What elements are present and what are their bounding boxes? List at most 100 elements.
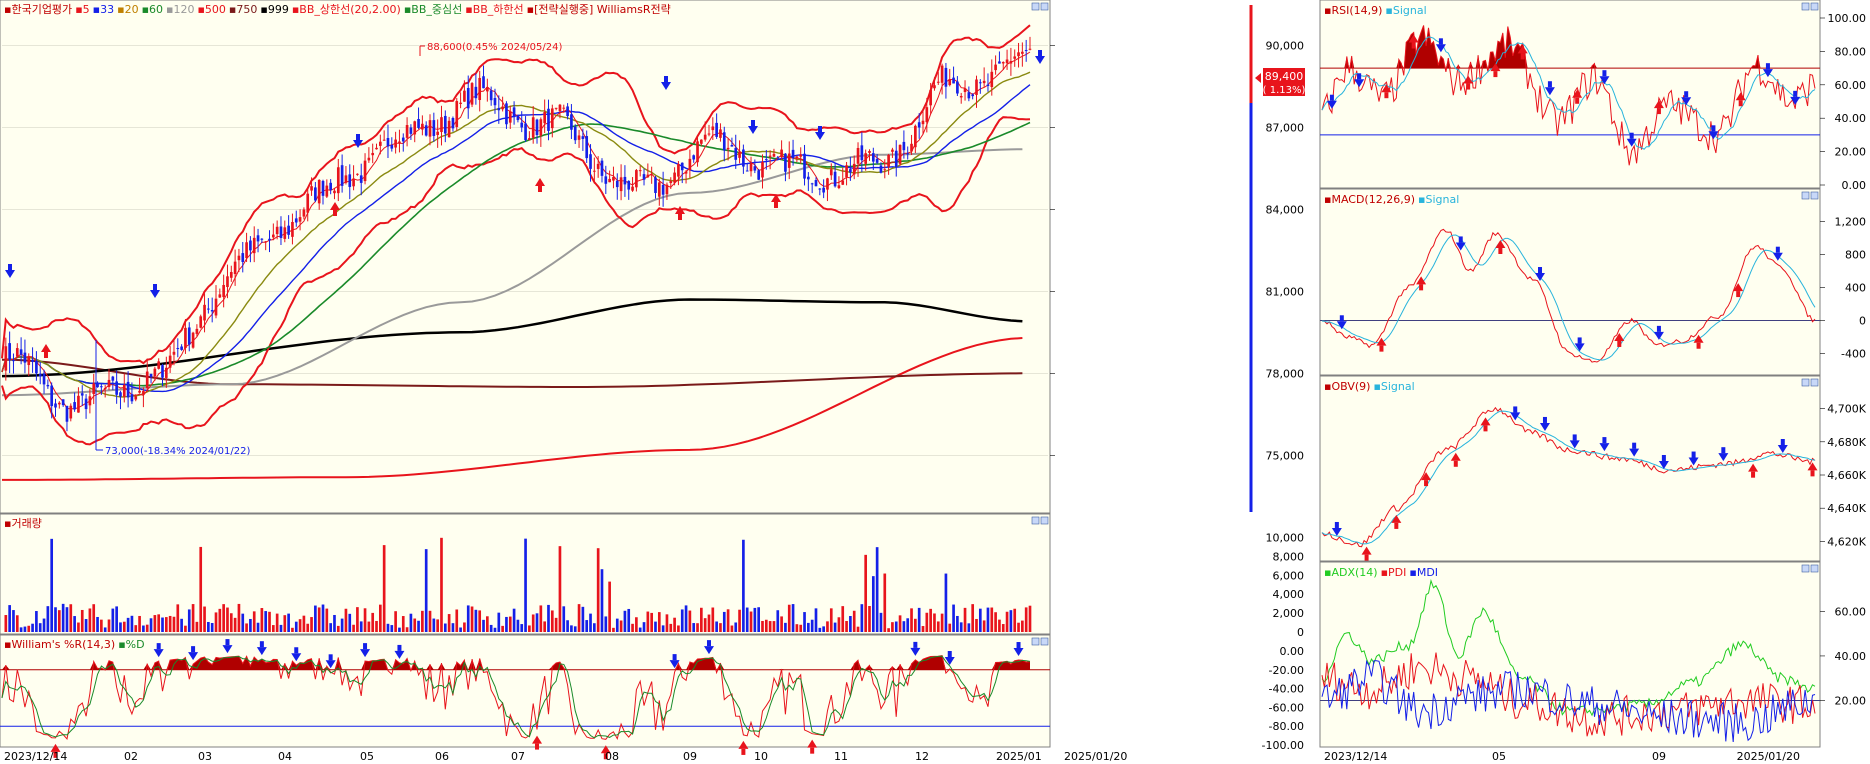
x-tick-label: 09	[683, 750, 697, 763]
volume-bar	[738, 609, 741, 632]
arrow-head	[1653, 331, 1664, 340]
arrow-stem	[1751, 471, 1756, 478]
sell-arrow-icon	[353, 134, 363, 148]
panel-close-icon[interactable]	[1031, 2, 1819, 646]
arrow-stem	[947, 651, 952, 658]
candle-body	[539, 119, 543, 136]
candle-body	[604, 176, 608, 184]
volume-bar	[451, 623, 455, 632]
candle-body	[275, 226, 279, 235]
volume-bar	[256, 622, 260, 632]
candle-body	[379, 141, 382, 146]
arrow-head	[1539, 422, 1550, 431]
volume-bar	[887, 628, 890, 632]
buy-arrow-icon	[807, 739, 818, 754]
sell-arrow-icon	[1708, 125, 1719, 140]
adx-panel[interactable]	[1319, 561, 1821, 748]
candle-body	[184, 327, 187, 349]
arrow-stem	[1602, 437, 1607, 444]
volume-bar	[489, 624, 493, 632]
candle-body	[199, 316, 203, 328]
volume-bar	[493, 627, 497, 632]
volume-bar	[96, 616, 99, 632]
candle-body	[654, 177, 657, 193]
obv-panel[interactable]	[1319, 375, 1821, 562]
arrow-head	[910, 647, 921, 656]
arrow-head	[532, 735, 543, 744]
volume-bar	[161, 617, 164, 632]
arrow-stem	[774, 202, 778, 208]
arrow-stem	[53, 751, 58, 758]
x-tick-label: 2025/01/20	[1064, 750, 1127, 763]
arrow-head	[1331, 527, 1342, 536]
macd-panel[interactable]	[1319, 188, 1821, 376]
price-panel[interactable]	[0, 0, 1051, 514]
candle-body	[291, 221, 294, 237]
legend-item: ▪Signal	[1418, 193, 1459, 206]
candle-body	[990, 71, 994, 88]
candle-body	[336, 167, 340, 194]
candle-body	[38, 373, 42, 377]
buy-arrow-icon	[1517, 45, 1528, 60]
sell-arrow-icon	[1762, 63, 1773, 78]
arrow-head	[150, 290, 160, 298]
volume-bar	[711, 607, 715, 632]
candle-body	[615, 180, 619, 188]
arrow-head	[600, 745, 611, 754]
sell-arrow-icon	[1718, 447, 1729, 462]
bb-upper-line	[1, 24, 1031, 365]
current-price-tag: 89,400 ( 1.13%)	[1255, 68, 1305, 96]
volume-bar	[948, 623, 952, 632]
candle-body	[845, 165, 848, 178]
candle-body	[772, 153, 776, 157]
candle-body	[130, 394, 134, 402]
candle-body	[791, 149, 795, 159]
x-tick-label: 07	[511, 750, 525, 763]
arrow-head	[1381, 84, 1392, 93]
volume-bar	[1001, 624, 1005, 632]
candle-body	[917, 122, 921, 128]
volume-bar	[772, 621, 776, 632]
volume-bar	[975, 618, 978, 632]
y-tick-label: 8,000	[1273, 550, 1305, 563]
volume-bar	[176, 604, 180, 632]
candle-body	[849, 169, 852, 173]
x-tick-label: 11	[834, 750, 848, 763]
volume-bar	[822, 626, 825, 632]
williams-panel[interactable]	[0, 634, 1051, 748]
legend-item: ▪William's %R(14,3)	[4, 638, 115, 651]
candle-body	[15, 348, 19, 357]
arrow-head	[1416, 276, 1427, 285]
arrow-head	[325, 660, 336, 669]
volume-bar	[268, 611, 271, 632]
candle-body	[340, 165, 344, 186]
candle-body	[466, 87, 470, 109]
arrow-head	[1708, 131, 1719, 140]
candle-body	[241, 253, 245, 262]
arrow-head	[1688, 457, 1699, 466]
buy-arrow-icon	[535, 178, 545, 192]
arrow-head	[815, 132, 825, 140]
arrow-stem	[153, 284, 157, 290]
volume-bar	[394, 611, 397, 632]
sell-arrow-icon	[291, 647, 302, 662]
volume-bar	[627, 608, 631, 632]
max-price-annotation: 88,600(0.45% 2024/05/24)	[427, 42, 562, 53]
volume-bar	[933, 613, 936, 632]
volume-bar	[199, 546, 203, 632]
volume-bar	[363, 608, 367, 632]
volume-bar	[956, 615, 959, 632]
y-tick-label: 2,000	[1273, 607, 1305, 620]
y-tick-label: 100.00	[1828, 12, 1867, 25]
buy-arrow-icon	[600, 745, 611, 760]
rsi-panel[interactable]	[1319, 0, 1821, 189]
volume-bar	[470, 606, 474, 632]
candle-body	[436, 131, 439, 135]
rsi-signal-line	[1321, 36, 1816, 150]
candle-body	[757, 170, 761, 180]
volume-bar	[149, 618, 153, 632]
volume-bar	[222, 604, 225, 632]
candle-body	[271, 234, 275, 238]
candle-body	[837, 185, 841, 189]
arrow-head	[675, 206, 685, 214]
